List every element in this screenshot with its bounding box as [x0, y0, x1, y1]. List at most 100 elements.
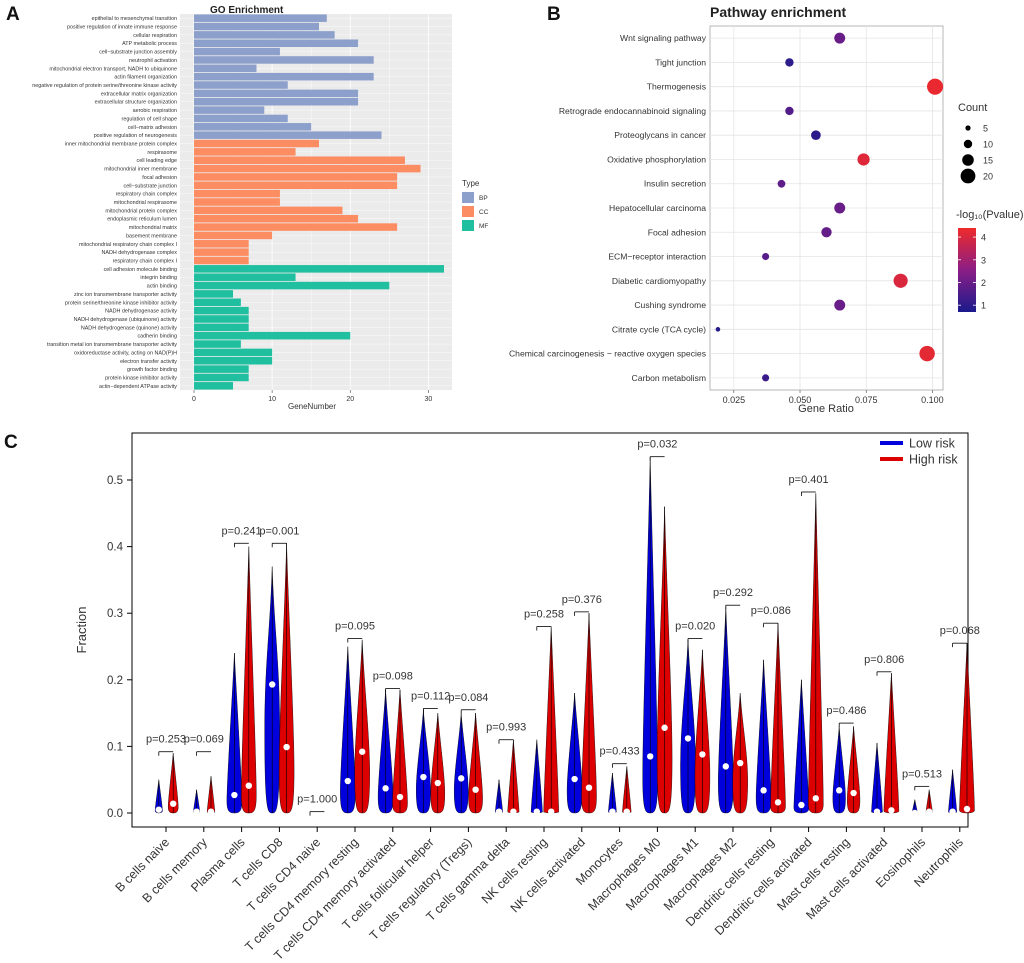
go-bar-nadh-dehydrogenase-ubiquinone-activity [194, 315, 249, 323]
violin-high-macrophages-m2-median [737, 759, 744, 767]
go-category-label: respiratory chain complex [116, 192, 178, 198]
pathway-point-oxidative-phosphorylation [857, 153, 870, 166]
violin-y-tick-label: 0.0 [107, 808, 123, 820]
pathway-point-retrograde-endocannabinoid-signaling [785, 106, 794, 116]
pvalue-colorbar [958, 228, 976, 312]
pathway-category-label: Cushing syndrome [634, 300, 706, 310]
go-bar-cell-substrate-junction-assembly [194, 47, 280, 56]
go-category-label: mitochondrial respiratory chain complex … [79, 242, 177, 248]
go-category-label: epithelial to mesenchymal transition [92, 16, 177, 22]
pathway-point-wnt-signaling-pathway [834, 32, 846, 44]
violin-y-tick-label: 0.5 [107, 475, 123, 487]
pathway-point-citrate-cycle-tca-cycle [715, 327, 721, 332]
go-bar-positive-regulation-of-innate-immune-response [194, 22, 319, 31]
go-category-label: cell−substrate junction [124, 183, 178, 189]
pvalue-label: p=0.095 [335, 621, 375, 633]
go-category-label: mitochondrial matrix [129, 225, 178, 231]
pathway-x-axis: 0.025 0.050 0.075 0.100 [723, 390, 944, 405]
violin-y-tick-label: 0.2 [107, 675, 123, 687]
pvalue-label: p=0.513 [902, 768, 942, 780]
violin-high-t-cells-gamma-delta-median [510, 808, 517, 815]
panel-c-immune-infiltration: C 0.00.10.20.30.40.5 Fraction p=0.253p=0… [4, 432, 980, 963]
violin-high-t-cells-cd4-naive-median [321, 809, 328, 817]
pathway-category-labels: Wnt signaling pathway Tight junction Therm… [509, 33, 707, 383]
go-bar-nadh-dehydrogenase-complex [194, 248, 249, 256]
go-category-label: cell leading edge [137, 158, 177, 164]
go-legend-swatch-mf [462, 220, 474, 231]
go-category-label: protein kinase inhibitor activity [105, 375, 177, 381]
violin-low-t-cells-cd8-median [269, 681, 276, 688]
pathway-category-label: ECM−receptor interaction [608, 252, 706, 262]
violin-low-eosinophils-median [911, 809, 918, 817]
violin-high-t-cells-cd4-memory-activated-median [396, 793, 404, 801]
pvalue-label: p=0.433 [600, 746, 640, 758]
go-category-label: electron transfer activity [120, 359, 177, 365]
go-bar-integrin-binding [194, 273, 296, 281]
go-category-label: cell−substrate junction assembly [99, 50, 177, 56]
pathway-point-diabetic-cardiomyopathy [893, 273, 908, 288]
pvalue-tick-label: 2 [981, 278, 986, 288]
go-x-tick-label: 30 [424, 396, 432, 403]
go-bar-extracellular-matrix-organization [194, 89, 359, 98]
go-x-tick-label: 20 [346, 396, 354, 403]
go-bars [194, 14, 444, 390]
go-category-label: actin−dependent ATPase activity [99, 384, 177, 390]
pathway-category-label: Diabetic cardiomyopathy [612, 276, 707, 286]
go-x-tick-label: 10 [268, 396, 276, 403]
go-category-label: mitochondrial electron transport, NADH t… [49, 66, 177, 72]
violin-low-b-cells-naive-median [155, 806, 162, 813]
panel-c-label: C [4, 432, 18, 453]
pathway-category-label: Chemical carcinogenesis − reactive oxyge… [509, 349, 706, 359]
violin-high-mast-cells-resting-median [850, 789, 857, 797]
pathway-category-label: Oxidative phosphorylation [607, 154, 706, 164]
go-legend-label-cc: CC [479, 209, 489, 216]
pathway-point-cushing-syndrome [834, 299, 846, 311]
go-category-labels: epithelial to mesenchymal transition posi… [32, 16, 177, 390]
violin-low-t-cells-follicular-helper-median [420, 773, 427, 781]
pvalue-tick-label: 1 [981, 301, 986, 311]
go-category-label: negative regulation of protein serine/th… [32, 83, 177, 89]
go-bar-mitochondrial-protein-complex [194, 206, 343, 215]
go-category-label: neutrophil activation [129, 58, 177, 64]
violin-low-t-cells-cd4-memory-resting-median [344, 777, 351, 785]
pathway-count-legend: Count 5 10 15 20 [958, 102, 993, 184]
go-category-label: basement membrane [126, 233, 177, 239]
panel-b-label: B [547, 4, 561, 25]
pathway-point-proteoglycans-in-cancer [811, 130, 821, 141]
count-legend-label: 5 [983, 124, 988, 134]
go-bar-aerobic-respiration [194, 106, 265, 114]
pathway-x-axis-title: Gene Ratio [798, 403, 854, 415]
go-bar-cellular-respiration [194, 31, 335, 39]
go-category-label: cell adhesion molecule binding [104, 267, 177, 273]
go-bar-epithelial-to-mesenchymal-transition [194, 14, 327, 22]
go-bar-regulation-of-cell-shape [194, 114, 288, 123]
go-legend-swatch-cc [462, 206, 474, 217]
go-category-label: transition metal ion transmembrane trans… [47, 342, 177, 348]
violin-legend: Low risk High risk [880, 437, 958, 467]
go-category-label: regulation of cell shape [122, 116, 177, 122]
violin-low-macrophages-m0-median [647, 753, 654, 760]
go-category-label: aerobic respiration [133, 108, 177, 114]
pvalue-label: p=0.020 [675, 621, 715, 633]
go-bar-respiratory-chain-complex-i [194, 256, 249, 265]
go-bar-endoplasmic-reticulum-lumen [194, 214, 359, 223]
pvalue-label: p=0.001 [259, 525, 299, 537]
go-category-label: protein serine/threonine kinase inhibito… [65, 300, 177, 306]
go-category-label: zinc ion transmembrane transporter activ… [74, 292, 177, 298]
go-category-label: mitochondrial inner membrane [104, 167, 177, 173]
go-category-label: inner mitochondrial membrane protein com… [65, 142, 178, 148]
pathway-category-label: Tight junction [655, 57, 706, 67]
pvalue-label: p=0.806 [864, 654, 904, 666]
violin-low-t-cells-cd4-memory-activated-median [382, 785, 389, 792]
go-bar-growth-factor-binding [194, 365, 249, 373]
pathway-category-label: Thermogenesis [647, 82, 706, 92]
violin-category-label: B cells memory [140, 835, 211, 906]
violin-high-mast-cells-activated-median [888, 807, 895, 814]
violin-low-monocytes-median [609, 808, 616, 815]
go-bar-cell-adhesion-molecule-binding [194, 265, 444, 273]
pathway-point-insulin-secretion [777, 179, 786, 188]
go-category-label: positive regulation of innate immune res… [67, 25, 177, 31]
go-category-label: NADH dehydrogenase (ubiquinone) activity [74, 317, 178, 323]
violin-high-t-cells-regulatory-tregs-median [472, 786, 479, 793]
